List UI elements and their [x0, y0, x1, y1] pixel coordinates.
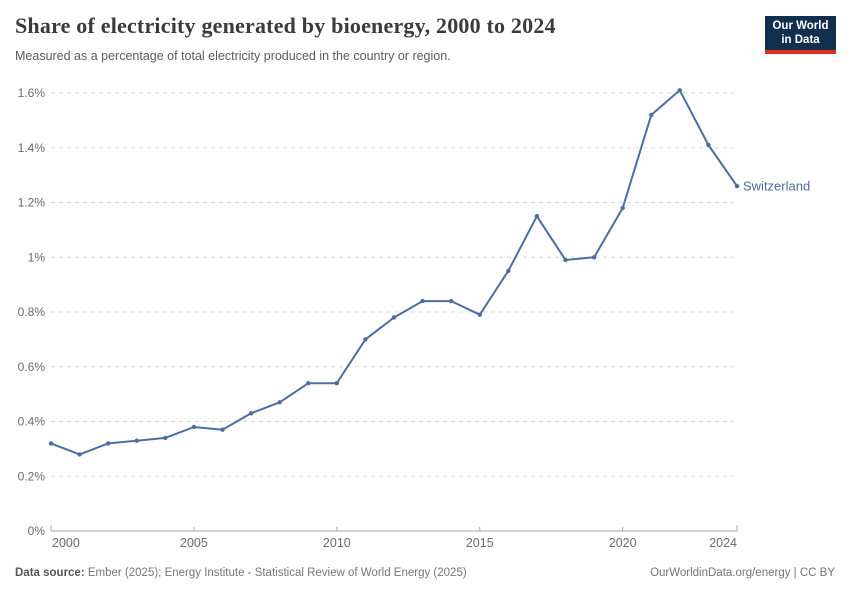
data-point[interactable] — [563, 257, 568, 263]
y-tick-label: 0.4% — [18, 415, 46, 429]
x-tick-label: 2015 — [466, 536, 494, 550]
data-point[interactable] — [477, 312, 482, 317]
data-point[interactable] — [191, 424, 197, 430]
data-point[interactable] — [534, 214, 540, 219]
data-point[interactable] — [649, 112, 654, 118]
x-tick-label: 2000 — [52, 536, 80, 550]
data-point[interactable] — [248, 411, 254, 416]
data-point[interactable] — [506, 268, 511, 274]
data-point[interactable] — [677, 88, 682, 93]
data-point[interactable] — [106, 441, 111, 446]
data-point[interactable] — [334, 381, 339, 386]
x-axis — [50, 525, 738, 532]
owid-logo-line2: in Data — [781, 33, 820, 46]
license-link[interactable]: OurWorldinData.org/energy | CC BY — [650, 567, 835, 579]
data-point[interactable] — [77, 452, 82, 457]
y-tick-label: 0% — [28, 524, 46, 538]
y-tick-label: 1.2% — [18, 196, 46, 210]
y-axis-labels: 0% 0.2% 0.4% 0.6% 0.8% 1% 1.2% 1.4% 1.6% — [18, 86, 46, 538]
y-tick-label: 0.2% — [18, 469, 46, 483]
y-tick-label: 0.6% — [18, 360, 46, 374]
data-source: Data source: Ember (2025); Energy Instit… — [15, 566, 467, 580]
data-source-text: Ember (2025); Energy Institute - Statist… — [84, 567, 467, 579]
data-point[interactable] — [306, 381, 311, 386]
y-tick-label: 1% — [28, 250, 46, 264]
data-line[interactable] — [50, 89, 738, 456]
data-point[interactable] — [363, 337, 368, 342]
data-point[interactable] — [277, 400, 282, 405]
x-tick-label: 2020 — [609, 536, 637, 550]
chart-header: Share of electricity generated by bioene… — [15, 12, 750, 64]
data-point[interactable] — [134, 438, 139, 443]
y-tick-label: 1.6% — [18, 86, 46, 100]
data-point[interactable] — [220, 427, 225, 432]
x-tick-label: 2005 — [180, 536, 208, 550]
x-axis-labels: 2000 2005 2010 2015 2020 2024 — [52, 536, 737, 550]
data-point[interactable] — [591, 255, 597, 260]
data-point[interactable] — [734, 183, 740, 189]
y-gridlines — [51, 92, 734, 477]
data-point[interactable] — [706, 142, 711, 148]
series-label[interactable]: Switzerland — [743, 179, 810, 194]
y-tick-label: 1.4% — [18, 141, 46, 155]
y-tick-label: 0.8% — [18, 305, 46, 319]
data-point[interactable] — [620, 205, 625, 211]
chart-title: Share of electricity generated by bioene… — [15, 13, 556, 38]
data-source-label: Data source: — [15, 567, 85, 579]
chart-footer: Data source: Ember (2025); Energy Instit… — [15, 566, 835, 580]
owid-logo-line1: Our World — [772, 20, 829, 32]
data-points[interactable] — [48, 88, 740, 457]
data-point[interactable] — [391, 315, 397, 320]
x-tick-label: 2024 — [709, 536, 737, 550]
data-point[interactable] — [420, 298, 425, 304]
data-point[interactable] — [163, 435, 168, 441]
data-point[interactable] — [48, 441, 54, 446]
owid-logo[interactable]: Our World in Data — [765, 16, 836, 54]
data-point[interactable] — [449, 298, 454, 304]
chart-subtitle: Measured as a percentage of total electr… — [15, 49, 451, 63]
x-tick-label: 2010 — [323, 536, 351, 550]
